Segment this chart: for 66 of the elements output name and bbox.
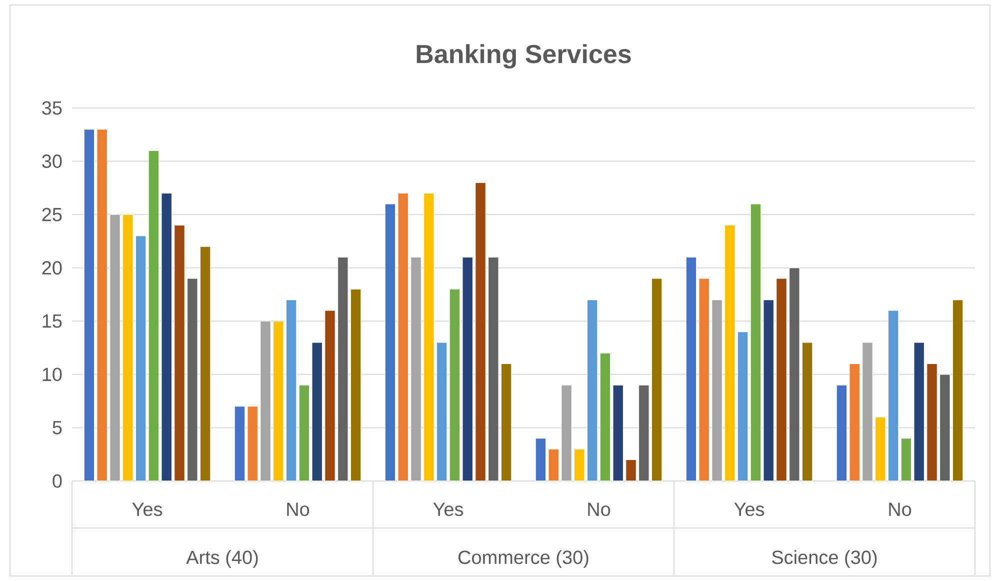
y-tick-label: 0: [52, 474, 62, 488]
bar: [272, 320, 284, 482]
bar: [186, 278, 198, 482]
bar: [874, 416, 886, 482]
bar: [312, 342, 323, 482]
bar: [84, 129, 95, 482]
x-tick-label: Yes: [433, 502, 464, 516]
bar: [952, 300, 964, 482]
bar: [174, 224, 185, 482]
bar: [574, 448, 585, 482]
bar: [488, 256, 499, 482]
chart-title: Banking Services: [416, 44, 631, 68]
bar: [926, 363, 938, 482]
y-tick-label: 10: [42, 368, 62, 382]
bar: [939, 374, 950, 482]
bar: [651, 278, 662, 482]
bar: [247, 406, 258, 482]
bar: [802, 342, 813, 482]
x-tick-label: Yes: [132, 502, 162, 516]
x-tick-label: No: [588, 502, 610, 516]
x-tick-label: No: [889, 502, 912, 516]
bar: [638, 384, 650, 482]
bar: [698, 278, 710, 482]
y-tick-label: 5: [52, 421, 62, 434]
bar: [776, 278, 787, 482]
bar: [862, 342, 873, 482]
bar: [350, 288, 362, 482]
y-tick-label: 30: [42, 154, 62, 168]
y-tick-label: 20: [42, 261, 62, 275]
bar: [161, 192, 172, 482]
bar: [410, 256, 422, 482]
bar: [398, 192, 409, 482]
x-tick-label: No: [287, 502, 310, 516]
bar: [324, 310, 336, 482]
x-tick-label: Yes: [734, 502, 764, 516]
bar: [384, 204, 396, 482]
bar: [763, 300, 774, 482]
y-tick-label: 25: [42, 208, 62, 222]
bar: [724, 224, 736, 482]
bar: [914, 342, 925, 482]
bar: [788, 268, 800, 482]
bar: [122, 214, 134, 482]
y-tick-label: 15: [42, 314, 62, 328]
bar: [836, 384, 848, 482]
bar: [462, 256, 474, 482]
bar: [423, 192, 434, 482]
bar: [500, 363, 512, 482]
bar: [337, 256, 348, 482]
bar: [96, 129, 108, 482]
bar: [612, 384, 624, 482]
bar: [260, 320, 271, 482]
bar: [849, 363, 860, 482]
bar: [686, 256, 697, 482]
y-tick-label: 35: [42, 101, 62, 115]
bar: [561, 384, 572, 482]
bar: [110, 214, 120, 482]
bar: [234, 406, 246, 482]
bar: [626, 459, 636, 482]
text: Science (30): [772, 550, 877, 568]
bar: [548, 448, 560, 482]
bar: [712, 300, 722, 482]
bar: [535, 438, 546, 482]
text: Commerce (30): [458, 550, 588, 568]
bar: [200, 246, 211, 482]
text: Arts (40): [186, 550, 258, 568]
bar: [475, 182, 486, 482]
